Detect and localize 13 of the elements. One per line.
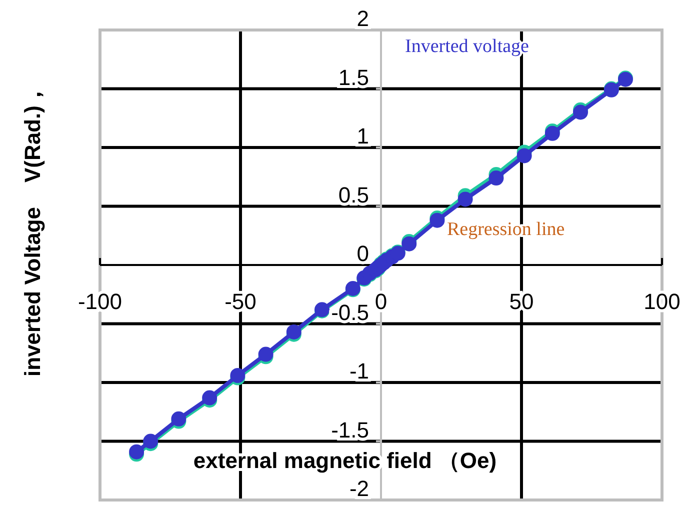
y-tick-label: 0 — [356, 241, 369, 266]
y-tick-label: 2 — [356, 6, 369, 31]
y-tick-label: 1 — [356, 124, 369, 148]
x-tick-label: -100 — [78, 289, 122, 314]
y-tick-label: -1 — [349, 358, 369, 384]
x-tick-label: 100 — [644, 289, 680, 314]
y-axis-title: inverted Voltage V(Rad.)， — [20, 84, 45, 376]
x-tick-label: 0 — [374, 289, 388, 314]
y-tick-label: -1.5 — [331, 417, 369, 442]
y-tick-label: -2 — [349, 476, 369, 501]
y-tick-label: 0.5 — [338, 182, 369, 208]
y-tick-label: 1.5 — [338, 64, 369, 90]
y-tick-label: -0.5 — [331, 300, 369, 325]
